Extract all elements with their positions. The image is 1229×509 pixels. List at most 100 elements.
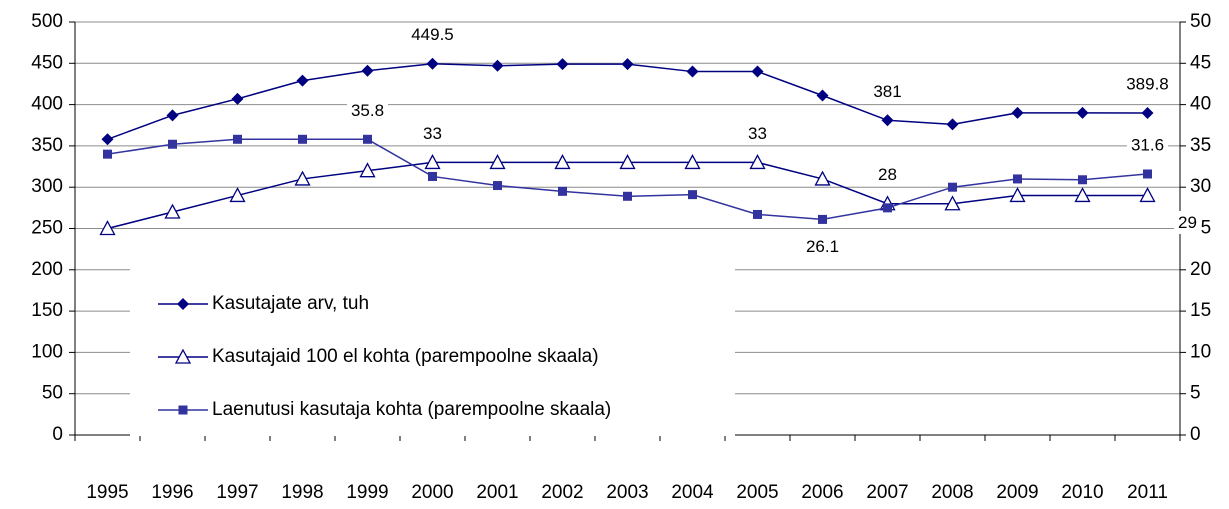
marker xyxy=(556,58,569,71)
data-label: 31.6 xyxy=(1131,135,1164,154)
legend: Kasutajate arv, tuh Kasutajaid 100 el koh… xyxy=(130,268,735,436)
x-tick-label: 2003 xyxy=(606,482,648,503)
data-label: 33 xyxy=(748,124,767,143)
y2-tick-label: 15 xyxy=(1190,300,1211,321)
marker xyxy=(621,58,634,71)
data-label-bg xyxy=(419,121,446,145)
x-tick-label: 1998 xyxy=(281,482,323,503)
y-tick-label: 0 xyxy=(52,424,63,445)
marker xyxy=(1009,187,1026,203)
data-label-bg xyxy=(869,79,906,103)
x-tick-label: 2009 xyxy=(996,482,1038,503)
marker xyxy=(103,149,112,159)
y2-tick-label: 50 xyxy=(1190,11,1211,32)
marker xyxy=(168,139,177,149)
marker xyxy=(294,170,311,186)
marker xyxy=(623,191,632,201)
x-tick-label: 2004 xyxy=(671,482,714,503)
legend-label: Kasutajaid 100 el kohta (parempoolne ska… xyxy=(212,346,599,367)
marker xyxy=(178,405,188,415)
marker xyxy=(684,154,701,170)
marker xyxy=(619,154,636,170)
y-tick-label: 350 xyxy=(31,135,63,156)
y2-tick-label: 0 xyxy=(1190,424,1201,445)
y2-tick-label: 10 xyxy=(1190,341,1211,362)
marker xyxy=(948,182,957,192)
x-tick-label: 1999 xyxy=(346,482,388,503)
legend-label: Kasutajate arv, tuh xyxy=(212,293,369,314)
marker xyxy=(1141,107,1154,120)
data-label-bg xyxy=(346,98,389,122)
marker xyxy=(489,154,506,170)
y-tick-label: 50 xyxy=(42,383,63,404)
data-label-bg xyxy=(1122,72,1173,96)
x-tick-label: 2006 xyxy=(801,482,843,503)
x-tick-label: 2010 xyxy=(1061,482,1103,503)
marker xyxy=(558,186,567,196)
marker xyxy=(814,170,831,186)
y-tick-label: 250 xyxy=(31,218,63,239)
marker xyxy=(1076,106,1089,119)
y-tick-label: 450 xyxy=(31,52,63,73)
marker xyxy=(424,154,441,170)
marker xyxy=(944,195,961,211)
marker xyxy=(229,187,246,203)
data-label-bg xyxy=(874,163,901,187)
marker xyxy=(1143,169,1152,179)
marker xyxy=(881,114,894,127)
marker xyxy=(1139,187,1156,203)
y-tick-label: 200 xyxy=(31,259,63,280)
marker xyxy=(298,134,307,144)
data-label: 381 xyxy=(873,82,901,101)
marker xyxy=(296,74,309,87)
data-label: 29 xyxy=(1178,213,1197,232)
data-label: 33 xyxy=(423,124,442,143)
x-tick-label: 2011 xyxy=(1127,482,1168,503)
series-line xyxy=(107,62,1148,140)
data-label: 26.1 xyxy=(806,237,839,256)
y-tick-label: 150 xyxy=(31,300,63,321)
x-tick-label: 2001 xyxy=(476,482,518,503)
marker xyxy=(491,59,504,72)
data-label-bg xyxy=(407,23,458,47)
marker xyxy=(1078,175,1087,185)
marker xyxy=(1074,187,1091,203)
marker xyxy=(177,298,189,310)
data-label-bg xyxy=(1174,210,1201,234)
marker xyxy=(231,92,244,105)
x-tick-label: 2008 xyxy=(931,482,973,503)
y-tick-label: 100 xyxy=(31,341,63,362)
x-tick-label: 1996 xyxy=(151,482,193,503)
marker xyxy=(554,154,571,170)
y-tick-label: 400 xyxy=(31,94,63,115)
y2-tick-label: 5 xyxy=(1190,383,1201,404)
data-label: 28 xyxy=(878,165,897,184)
marker xyxy=(99,220,116,236)
data-label-bg xyxy=(1126,133,1169,157)
data-label-bg xyxy=(801,234,844,258)
marker xyxy=(1011,106,1024,119)
marker xyxy=(946,118,959,131)
x-tick-label: 2007 xyxy=(866,482,908,503)
marker xyxy=(166,109,179,122)
y-tick-label: 500 xyxy=(31,11,63,32)
marker xyxy=(688,190,697,200)
data-label: 389.8 xyxy=(1126,75,1169,94)
marker xyxy=(233,134,242,144)
y-tick-label: 300 xyxy=(31,176,63,197)
y2-tick-label: 35 xyxy=(1190,135,1211,156)
marker xyxy=(686,65,699,78)
marker xyxy=(174,348,192,364)
y2-tick-label: 20 xyxy=(1190,259,1211,280)
marker xyxy=(753,209,762,219)
legend-box xyxy=(130,268,735,436)
marker xyxy=(363,134,372,144)
data-label: 449.5 xyxy=(411,25,454,44)
y2-tick-label: 40 xyxy=(1190,94,1211,115)
marker xyxy=(101,133,114,146)
marker xyxy=(1013,174,1022,184)
x-tick-label: 2005 xyxy=(736,482,778,503)
y2-tick-label: 30 xyxy=(1190,176,1211,197)
legend-label: Laenutusi kasutaja kohta (parempoolne sk… xyxy=(212,399,611,420)
